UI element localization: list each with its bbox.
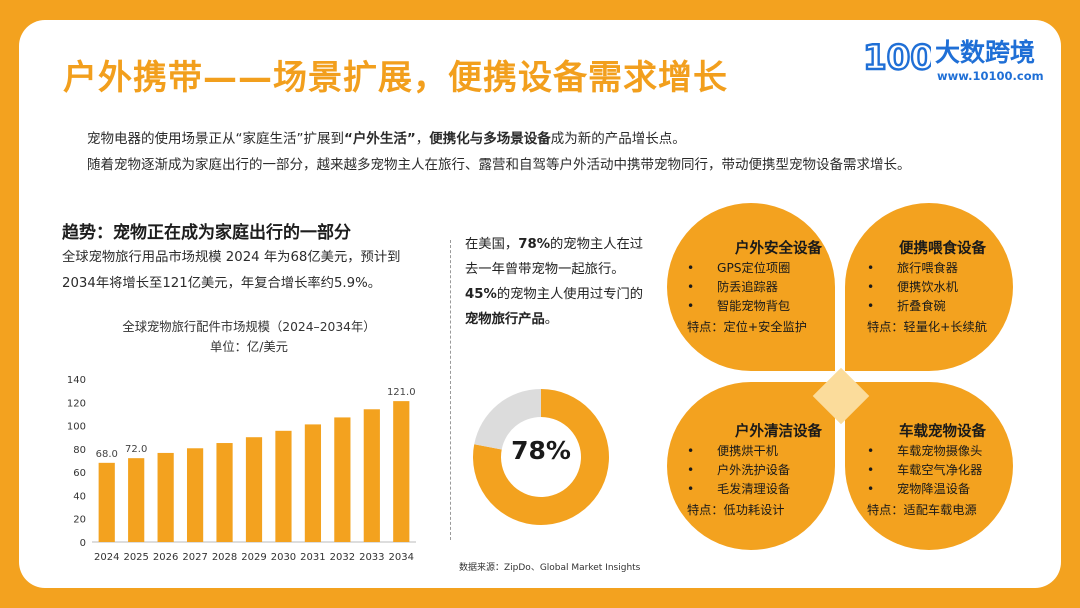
stat-2b: 的宠物主人使用过专门的: [496, 287, 644, 302]
list-item: 毛发清理设备: [687, 480, 790, 499]
slide-title: 户外携带——场景扩展，便携设备需求增长: [63, 58, 728, 98]
bar-2028: [216, 443, 233, 542]
bar-2029: [245, 437, 263, 542]
list-item: 智能宠物背包: [687, 297, 790, 316]
category-list: GPS定位项圈 防丢追踪器 智能宠物背包: [687, 259, 790, 316]
category-title: 户外安全设备: [735, 241, 822, 257]
bar-2030: [275, 430, 292, 542]
intro-1a: 宠物电器的使用场景正从“家庭生活”扩展到: [87, 131, 344, 147]
category-list: 车载宠物摄像头 车载空气净化器 宠物降温设备: [867, 442, 982, 499]
x-tick-label: 2028: [212, 552, 237, 563]
logo-url: www.10100.com: [937, 69, 1044, 83]
x-tick-label: 2031: [300, 552, 325, 563]
category-feature: 特点：低功耗设计: [687, 503, 785, 517]
bar-2027: [186, 448, 204, 542]
donut-slice-0: [473, 389, 609, 525]
stat-1c: 的宠物主人在过去一年曾带宠物一起旅行。: [465, 237, 644, 277]
stat-2d: 。: [544, 312, 559, 327]
logo-name: 大数跨境: [935, 38, 1036, 67]
bar-2026: [157, 452, 174, 542]
bar-2034: [393, 401, 410, 542]
bar-chart: 0 20 40 60 80 100 120 140 2024 68.0 2025 72.0 2026 20…: [67, 375, 416, 563]
category-list: 便携烘干机 户外洗护设备 毛发清理设备: [687, 442, 790, 499]
bar-2025: [128, 458, 145, 542]
stat-1b: 78%: [518, 237, 551, 252]
list-item: 便携饮水机: [867, 278, 958, 297]
y-tick-label: 140: [67, 375, 86, 386]
x-tick-label: 2034: [389, 552, 414, 563]
chart-unit: 单位：亿/美元: [210, 340, 288, 354]
list-item: 防丢追踪器: [687, 278, 790, 297]
x-tick-label: 2033: [359, 552, 384, 563]
logo-mark-icon: 100: [862, 37, 931, 77]
category-title: 户外清洁设备: [735, 424, 822, 440]
intro-1e: 成为新的产品增长点。: [550, 131, 686, 147]
bar-2024: [98, 462, 115, 542]
x-tick-label: 2024: [94, 552, 119, 563]
list-item: 户外洗护设备: [687, 461, 790, 480]
category-outdoor-safety: 户外安全设备 GPS定位项圈 防丢追踪器 智能宠物背包 特点：定位+安全监护: [667, 203, 835, 371]
intro-text: 宠物电器的使用场景正从“家庭生活”扩展到“户外生活”，便携化与多场景设备成为新的…: [87, 126, 911, 178]
list-item: GPS定位项圈: [687, 259, 790, 278]
list-item: 宠物降温设备: [867, 480, 982, 499]
trend-text: 全球宠物旅行用品市场规模 2024 年为68亿美元，预计到2034年将增长至12…: [62, 250, 401, 291]
x-tick-label: 2029: [241, 552, 266, 563]
intro-1d: 便携化与多场景设备: [429, 131, 551, 147]
donut-chart: [473, 389, 609, 525]
category-portable-feeding: 便携喂食设备 旅行喂食器 便携饮水机 折叠食碗 特点：轻量化+长续航: [845, 203, 1013, 371]
donut-slice-1: [474, 389, 541, 450]
list-item: 折叠食碗: [867, 297, 958, 316]
data-label: 68.0: [96, 449, 118, 460]
category-car-pet: 车载宠物设备 车载宠物摄像头 车载空气净化器 宠物降温设备 特点：适配车载电源: [845, 382, 1013, 550]
category-feature: 特点：适配车载电源: [867, 503, 977, 517]
data-label: 121.0: [387, 387, 416, 398]
stat-paragraph-2: 45%的宠物主人使用过专门的宠物旅行产品。: [465, 282, 655, 332]
x-tick-label: 2030: [271, 552, 296, 563]
y-tick-label: 0: [80, 538, 86, 549]
y-tick-label: 100: [67, 422, 86, 433]
list-item: 旅行喂食器: [867, 259, 958, 278]
x-tick-label: 2025: [123, 552, 148, 563]
category-title: 车载宠物设备: [899, 424, 986, 440]
category-list: 旅行喂食器 便携饮水机 折叠食碗: [867, 259, 958, 316]
intro-line-2: 随着宠物逐渐成为家庭出行的一部分，越来越多宠物主人在旅行、露营和自驾等户外活动中…: [87, 157, 911, 173]
slide-frame: 户外携带——场景扩展，便携设备需求增长 100 大数跨境 www.10100.c…: [19, 20, 1061, 588]
bar-2032: [334, 417, 351, 542]
y-tick-label: 20: [73, 515, 86, 526]
bar-2033: [363, 409, 380, 542]
data-label: 72.0: [125, 444, 147, 455]
category-feature: 特点：定位+安全监护: [687, 320, 807, 334]
stat-1a: 在美国，: [465, 237, 519, 252]
list-item: 车载空气净化器: [867, 461, 982, 480]
list-item: 便携烘干机: [687, 442, 790, 461]
y-tick-label: 120: [67, 398, 86, 409]
y-tick-label: 40: [73, 491, 86, 502]
y-tick-label: 60: [73, 468, 86, 479]
list-item: 车载宠物摄像头: [867, 442, 982, 461]
donut-center-label: 78%: [511, 436, 571, 465]
bar-2031: [304, 424, 322, 542]
intro-1b: “户外生活”: [344, 131, 416, 147]
trend-heading: 趋势：宠物正在成为家庭出行的一部分: [62, 223, 351, 243]
logo-mark-text: 100: [863, 38, 931, 77]
x-tick-label: 2032: [330, 552, 355, 563]
brand-logo: 100 大数跨境 www.10100.com: [861, 29, 1051, 89]
y-tick-label: 80: [73, 445, 86, 456]
stat-2a: 45%: [465, 287, 497, 302]
x-tick-label: 2026: [153, 552, 178, 563]
intro-line-1: 宠物电器的使用场景正从“家庭生活”扩展到“户外生活”，便携化与多场景设备成为新的…: [87, 126, 911, 152]
x-tick-label: 2027: [182, 552, 207, 563]
section-divider: [450, 240, 451, 540]
category-feature: 特点：轻量化+长续航: [867, 320, 987, 334]
category-outdoor-cleaning: 户外清洁设备 便携烘干机 户外洗护设备 毛发清理设备 特点：低功耗设计: [667, 382, 835, 550]
stat-text: 在美国，78%的宠物主人在过去一年曾带宠物一起旅行。 45%的宠物主人使用过专门…: [465, 232, 655, 332]
data-source: 数据来源：ZipDo、Global Market Insights: [459, 563, 641, 573]
intro-1c: ，: [415, 131, 430, 147]
chart-title: 全球宠物旅行配件市场规模（2024–2034年）: [122, 320, 376, 334]
category-title: 便携喂食设备: [899, 241, 986, 257]
stat-2c: 宠物旅行产品: [465, 312, 545, 327]
stat-paragraph-1: 在美国，78%的宠物主人在过去一年曾带宠物一起旅行。: [465, 232, 655, 282]
